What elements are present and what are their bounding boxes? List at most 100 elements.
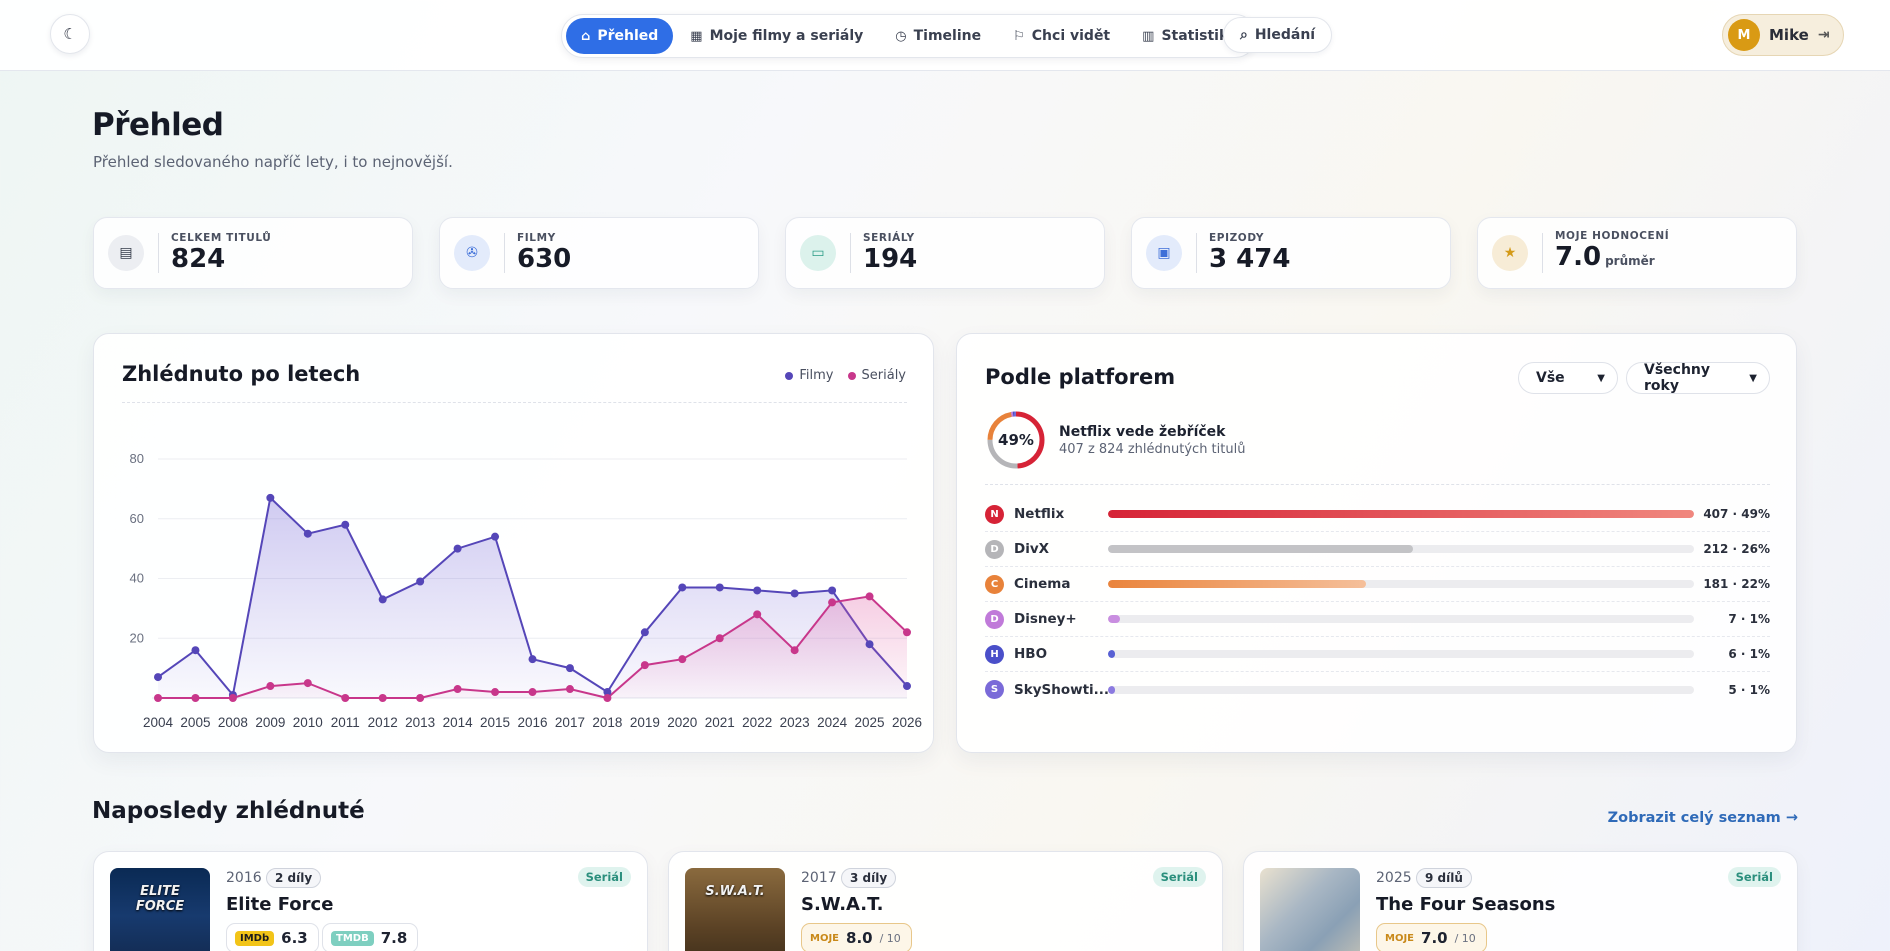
data-point-serialy[interactable] [303, 679, 312, 688]
data-point-filmy[interactable] [303, 529, 312, 538]
data-point-serialy[interactable] [565, 685, 574, 694]
chart-legend: Filmy Seriály [785, 368, 906, 383]
year-select[interactable]: Všechny roky ▼ [1626, 362, 1770, 394]
data-point-filmy[interactable] [565, 664, 574, 673]
x-tick-label: 2013 [405, 715, 435, 730]
data-point-filmy[interactable] [378, 595, 387, 604]
nav-item-moje-filmy[interactable]: ▦ Moje filmy a seriály [675, 18, 878, 54]
data-point-serialy[interactable] [865, 592, 874, 601]
leader-summary: 49% Netflix vede žebříček 407 z 824 zhlé… [985, 409, 1245, 471]
platform-bar-fill [1108, 650, 1116, 658]
bar-chart-icon: ▥ [1142, 28, 1155, 44]
chart-title: Zhlédnuto po letech [122, 362, 361, 386]
recent-card[interactable]: ELITE FORCE 2016 2 díly Seriál Elite For… [93, 851, 648, 951]
data-point-serialy[interactable] [266, 682, 275, 691]
user-menu[interactable]: M Mike ⇥ [1722, 14, 1844, 56]
data-point-serialy[interactable] [603, 694, 612, 702]
data-point-serialy[interactable] [753, 610, 762, 619]
platform-value: 6 · 1% [1728, 647, 1770, 661]
data-point-filmy[interactable] [903, 682, 911, 691]
rating-value: 7.0 [1421, 929, 1448, 947]
data-point-filmy[interactable] [790, 589, 799, 598]
platform-badge: D [985, 539, 1004, 559]
x-tick-label: 2020 [667, 715, 697, 730]
platform-value: 5 · 1% [1728, 682, 1770, 697]
x-tick-label: 2005 [180, 715, 210, 730]
imdb-rating-chip: IMDb 6.3 [226, 923, 319, 951]
search-button[interactable]: ⌕ Hledání [1223, 17, 1333, 53]
type-select[interactable]: Vše ▼ [1518, 362, 1618, 394]
logout-icon[interactable]: ⇥ [1817, 27, 1830, 43]
data-point-filmy[interactable] [191, 646, 200, 655]
data-point-filmy[interactable] [266, 493, 275, 502]
data-point-serialy[interactable] [154, 694, 162, 702]
data-point-serialy[interactable] [640, 661, 649, 670]
recent-card[interactable]: S.W.A.T. 2017 3 díly Seriál S.W.A.T. MOJ… [668, 851, 1223, 951]
chevron-down-icon: ▼ [1597, 372, 1605, 384]
data-point-filmy[interactable] [715, 583, 724, 592]
data-point-filmy[interactable] [453, 544, 462, 553]
star-icon: ★ [1492, 235, 1528, 271]
data-point-filmy[interactable] [491, 532, 500, 541]
data-point-serialy[interactable] [715, 634, 724, 643]
user-name: Mike [1769, 26, 1809, 44]
stat-label: EPIZODY [1209, 232, 1265, 244]
stat-card-episodes: ▣ EPIZODY 3 474 [1131, 217, 1451, 289]
data-point-filmy[interactable] [828, 586, 837, 595]
data-point-serialy[interactable] [828, 598, 837, 607]
platform-row: H HBO 6 · 1% [985, 637, 1770, 672]
data-point-serialy[interactable] [228, 694, 237, 702]
data-point-serialy[interactable] [341, 694, 350, 702]
data-point-filmy[interactable] [640, 628, 649, 637]
rating-value: 8.0 [846, 929, 873, 947]
nav-item-chci-videt[interactable]: ⚐ Chci vidět [998, 18, 1125, 54]
data-point-serialy[interactable] [903, 628, 911, 637]
home-icon: ⌂ [581, 28, 591, 44]
x-tick-label: 2018 [592, 715, 622, 730]
data-point-serialy[interactable] [378, 694, 387, 702]
theme-toggle-button[interactable]: ☾ [50, 14, 90, 54]
data-point-filmy[interactable] [678, 583, 687, 592]
tv-icon: ▭ [800, 235, 836, 271]
nav-item-statistiky[interactable]: ▥ Statistiky [1127, 18, 1252, 54]
data-point-serialy[interactable] [191, 694, 200, 702]
recent-year: 2025 [1376, 870, 1412, 886]
recent-card[interactable]: 2025 9 dílů Seriál The Four Seasons MOJE… [1243, 851, 1798, 951]
stat-value-number: 7.0 [1555, 242, 1602, 272]
data-point-filmy[interactable] [603, 688, 612, 697]
data-point-filmy[interactable] [416, 577, 425, 586]
see-all-link[interactable]: Zobrazit celý seznam → [1607, 810, 1798, 826]
leader-donut: 49% [985, 409, 1047, 471]
data-point-serialy[interactable] [678, 655, 687, 664]
data-point-filmy[interactable] [865, 640, 874, 649]
nav-item-timeline[interactable]: ◷ Timeline [880, 18, 996, 54]
data-point-serialy[interactable] [416, 694, 425, 702]
y-tick-label: 20 [130, 630, 144, 645]
data-point-serialy[interactable] [528, 688, 537, 697]
platform-value: 212 · 26% [1703, 542, 1770, 556]
stat-value: 194 [863, 244, 918, 274]
my-rating-tag: MOJE [810, 932, 840, 944]
y-tick-label: 80 [130, 451, 144, 466]
calendar-icon: ▤ [108, 235, 144, 271]
top-bar: ☾ ⌂ Přehled ▦ Moje filmy a seriály ◷ Tim… [0, 0, 1890, 71]
main-nav: ⌂ Přehled ▦ Moje filmy a seriály ◷ Timel… [561, 14, 1258, 58]
data-point-filmy[interactable] [753, 586, 762, 595]
poster-title: S.W.A.T. [705, 884, 765, 899]
data-point-serialy[interactable] [790, 646, 799, 655]
data-point-filmy[interactable] [528, 655, 537, 664]
nav-label: Chci vidět [1031, 28, 1111, 44]
platform-name: Netflix [1014, 506, 1065, 522]
recent-title: The Four Seasons [1376, 894, 1556, 915]
data-point-serialy[interactable] [491, 688, 500, 697]
x-tick-label: 2014 [443, 715, 474, 730]
platform-bar [1108, 685, 1694, 694]
search-icon: ⌕ [1240, 27, 1248, 43]
legend-label: Filmy [799, 368, 834, 383]
data-point-serialy[interactable] [453, 685, 462, 694]
nav-item-prehled[interactable]: ⌂ Přehled [566, 18, 674, 54]
poster-title: ELITE FORCE [135, 884, 185, 914]
data-point-filmy[interactable] [154, 673, 162, 682]
stat-card-films: ✇ FILMY 630 [439, 217, 759, 289]
data-point-filmy[interactable] [341, 520, 350, 529]
